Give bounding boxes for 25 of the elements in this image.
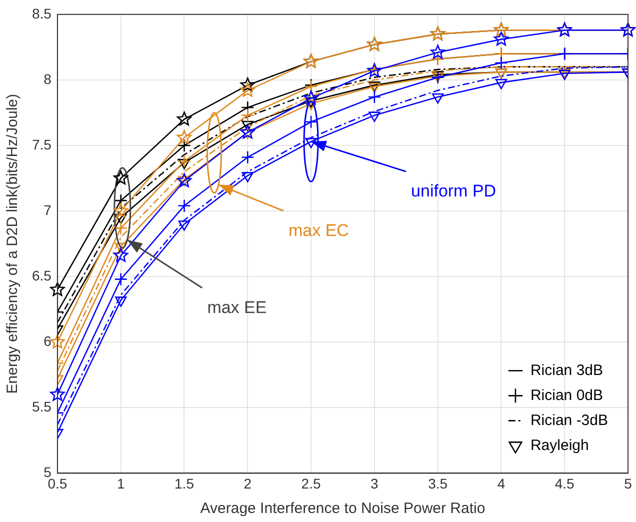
x-tick-label: 3.5 [428,475,448,492]
annotation: max EE [207,298,267,318]
y-tick-label: 6.5 [32,267,52,284]
annotation: uniform PD [411,182,496,201]
y-tick-label: 6 [44,332,52,349]
x-tick-label: 2 [244,475,252,492]
y-tick-label: 7.5 [32,136,52,152]
y-tick-label: 8 [44,70,52,87]
annotation: max EC [288,221,349,240]
x-tick-label: 1 [116,475,125,492]
legend-label: Rician 0dB [530,386,604,404]
x-tick-label: 4 [497,475,506,492]
y-tick-label: 5.5 [32,398,52,415]
x-tick-label: 3 [370,475,379,492]
x-tick-label: 2.5 [301,475,321,492]
y-axis-title: Energy efficiency of a D2D link(bits/Hz/Joule) [4,94,22,394]
legend-label: Rayleigh [530,436,589,454]
legend-label: Rician 3dB [530,362,604,379]
x-tick-label: 1.5 [174,475,194,492]
x-tick-label: 5 [624,475,632,492]
y-tick-label: 8.5 [32,5,52,22]
x-axis-title: Average Interference to Noise Power Ratio [200,500,486,518]
y-tick-label: 7 [44,202,52,218]
legend-label: Rician -3dB [530,412,608,429]
x-tick-label: 4.5 [554,475,575,492]
